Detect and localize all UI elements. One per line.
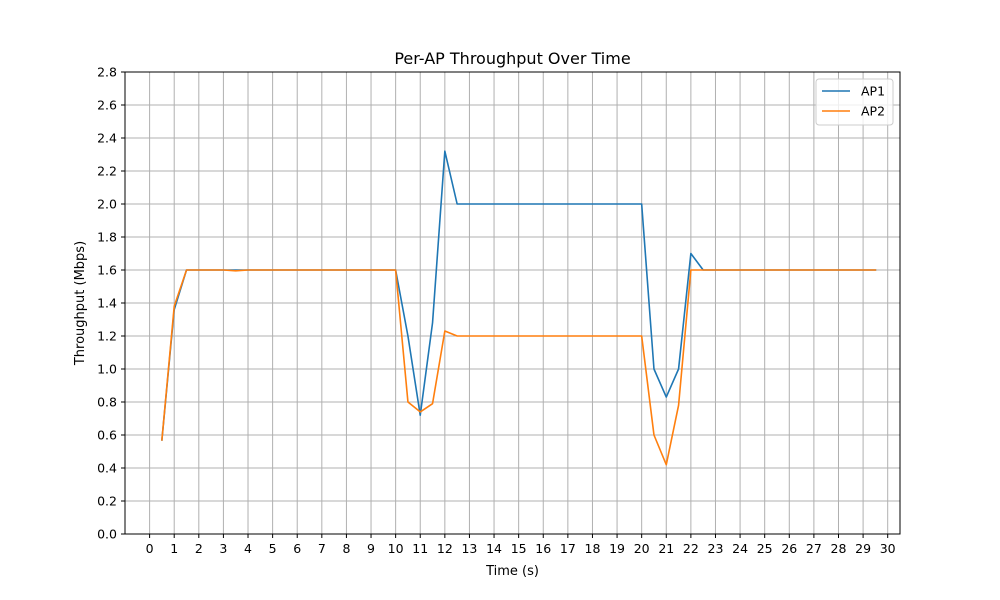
- x-tick-label: 28: [831, 541, 847, 556]
- tick-layer: 0 1 2 3 4 5 6 7 8 9 10 11 12 13 14 15 16 17 18 19 20 21 22 23 24…: [97, 65, 896, 557]
- y-tick-label: 1.8: [97, 230, 117, 245]
- x-tick-label: 24: [732, 541, 748, 556]
- y-tick-label: 0.4: [97, 461, 117, 476]
- x-tick-label: 2: [195, 541, 203, 556]
- x-tick-label: 7: [318, 541, 326, 556]
- chart-title: Per-AP Throughput Over Time: [394, 49, 630, 68]
- x-tick-label: 9: [367, 541, 375, 556]
- x-tick-label: 22: [683, 541, 699, 556]
- y-tick-label: 2.8: [97, 65, 117, 80]
- x-tick-label: 13: [461, 541, 477, 556]
- x-tick-label: 19: [609, 541, 625, 556]
- y-tick-label: 0.8: [97, 395, 117, 410]
- y-tick-label: 2.6: [97, 98, 117, 113]
- x-tick-label: 10: [388, 541, 404, 556]
- x-tick-label: 26: [781, 541, 797, 556]
- x-tick-label: 0: [146, 541, 154, 556]
- x-tick-label: 29: [855, 541, 871, 556]
- x-tick-label: 11: [412, 541, 428, 556]
- legend-label-ap2: AP2: [861, 104, 885, 119]
- y-tick-label: 0.6: [97, 428, 117, 443]
- y-tick-label: 1.4: [97, 296, 117, 311]
- x-tick-label: 16: [535, 541, 551, 556]
- x-tick-label: 14: [486, 541, 502, 556]
- series-line-ap2: [161, 269, 877, 466]
- grid-layer: [125, 71, 900, 535]
- legend: AP1 AP2: [815, 78, 894, 126]
- x-tick-label: 5: [269, 541, 277, 556]
- x-tick-label: 21: [658, 541, 674, 556]
- legend-label-ap1: AP1: [861, 84, 885, 99]
- y-tick-label: 0.2: [97, 494, 117, 509]
- series-layer: [161, 150, 877, 466]
- x-tick-label: 15: [511, 541, 527, 556]
- x-tick-label: 18: [585, 541, 601, 556]
- x-tick-label: 20: [634, 541, 650, 556]
- x-tick-label: 17: [560, 541, 576, 556]
- y-tick-label: 1.6: [97, 263, 117, 278]
- y-axis-label: Throughput (Mbps): [73, 241, 88, 366]
- y-tick-label: 2.2: [97, 164, 117, 179]
- x-tick-label: 4: [244, 541, 252, 556]
- y-tick-label: 0.0: [97, 527, 117, 542]
- x-tick-label: 6: [293, 541, 301, 556]
- x-tick-label: 1: [170, 541, 178, 556]
- x-tick-label: 8: [342, 541, 350, 556]
- x-tick-label: 12: [437, 541, 453, 556]
- y-tick-label: 2.4: [97, 131, 117, 146]
- x-tick-label: 27: [806, 541, 822, 556]
- y-tick-label: 1.2: [97, 329, 117, 344]
- x-tick-label: 30: [880, 541, 896, 556]
- x-axis-label: Time (s): [485, 564, 539, 579]
- x-tick-label: 3: [219, 541, 227, 556]
- y-tick-label: 1.0: [97, 362, 117, 377]
- x-tick-label: 23: [708, 541, 724, 556]
- x-tick-label: 25: [757, 541, 773, 556]
- y-tick-label: 2.0: [97, 197, 117, 212]
